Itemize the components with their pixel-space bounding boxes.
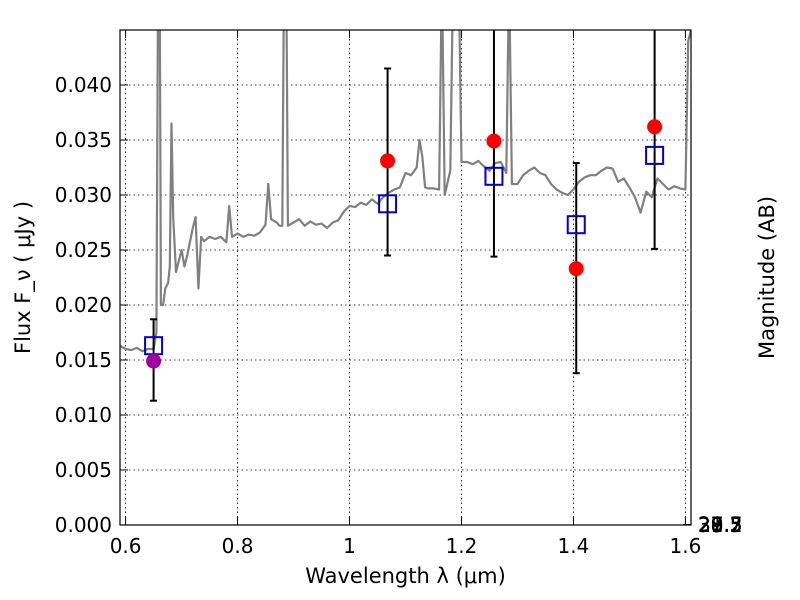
- mag-tick-label: 29: [698, 513, 723, 537]
- y-tick-label: 0.020: [55, 293, 112, 317]
- spectrum-series: [120, 30, 691, 353]
- observed-point: [146, 353, 162, 369]
- mag-tick-label: 27.3: [698, 513, 743, 537]
- x-tick-label: 1: [343, 534, 356, 558]
- y-axis-label: Flux F_ν ( μJy ): [11, 201, 36, 354]
- y-tick-label: 0.015: [55, 348, 112, 372]
- axis-ticks: 0.6 0.8 1 1.2 1.4 1.6 0.000 0.005 0.010 0.015 0.02…: [55, 30, 743, 558]
- y-tick-label: 0.005: [55, 458, 112, 482]
- spectrum-line: [120, 30, 691, 353]
- observed-point: [647, 119, 663, 135]
- model-point: [566, 215, 586, 235]
- y-tick-label: 0.030: [55, 183, 112, 207]
- x-tick-label: 0.8: [222, 534, 254, 558]
- errorbars: [150, 30, 659, 402]
- x-axis-label: Wavelength λ (μm): [305, 564, 506, 588]
- mag-tick-label: 30: [698, 513, 723, 537]
- y-tick-label: 0.000: [55, 513, 112, 537]
- x-tick-label: 0.6: [110, 534, 142, 558]
- x-tick-label: 1.6: [669, 534, 701, 558]
- y-tick-label: 0.040: [55, 73, 112, 97]
- grid: [120, 30, 691, 525]
- model-point: [378, 194, 398, 214]
- model-series: [144, 145, 665, 356]
- y-tick-label: 0.035: [55, 128, 112, 152]
- y2-axis-label: Magnitude (AB): [755, 196, 779, 359]
- mag-tick-label: 31: [698, 513, 723, 537]
- y-tick-label: 0.010: [55, 403, 112, 427]
- mag-tick-label: 29.5: [698, 513, 743, 537]
- observed-series: [146, 119, 663, 369]
- mag-tick-label: 28.2: [698, 513, 743, 537]
- mag-tick-label: 27.7: [698, 513, 743, 537]
- mag-tick-label: 28.5: [698, 513, 743, 537]
- observed-point: [568, 261, 584, 277]
- x-tick-label: 1.2: [446, 534, 478, 558]
- plot-frame: [119, 29, 692, 526]
- x-tick-label: 1.4: [558, 534, 590, 558]
- model-point: [484, 166, 504, 186]
- y-tick-label: 0.025: [55, 238, 112, 262]
- mag-tick-label: 27.5: [698, 513, 743, 537]
- model-point: [645, 145, 665, 165]
- observed-point: [380, 153, 396, 169]
- observed-point: [486, 133, 502, 149]
- mag-tick-label: 28: [698, 513, 723, 537]
